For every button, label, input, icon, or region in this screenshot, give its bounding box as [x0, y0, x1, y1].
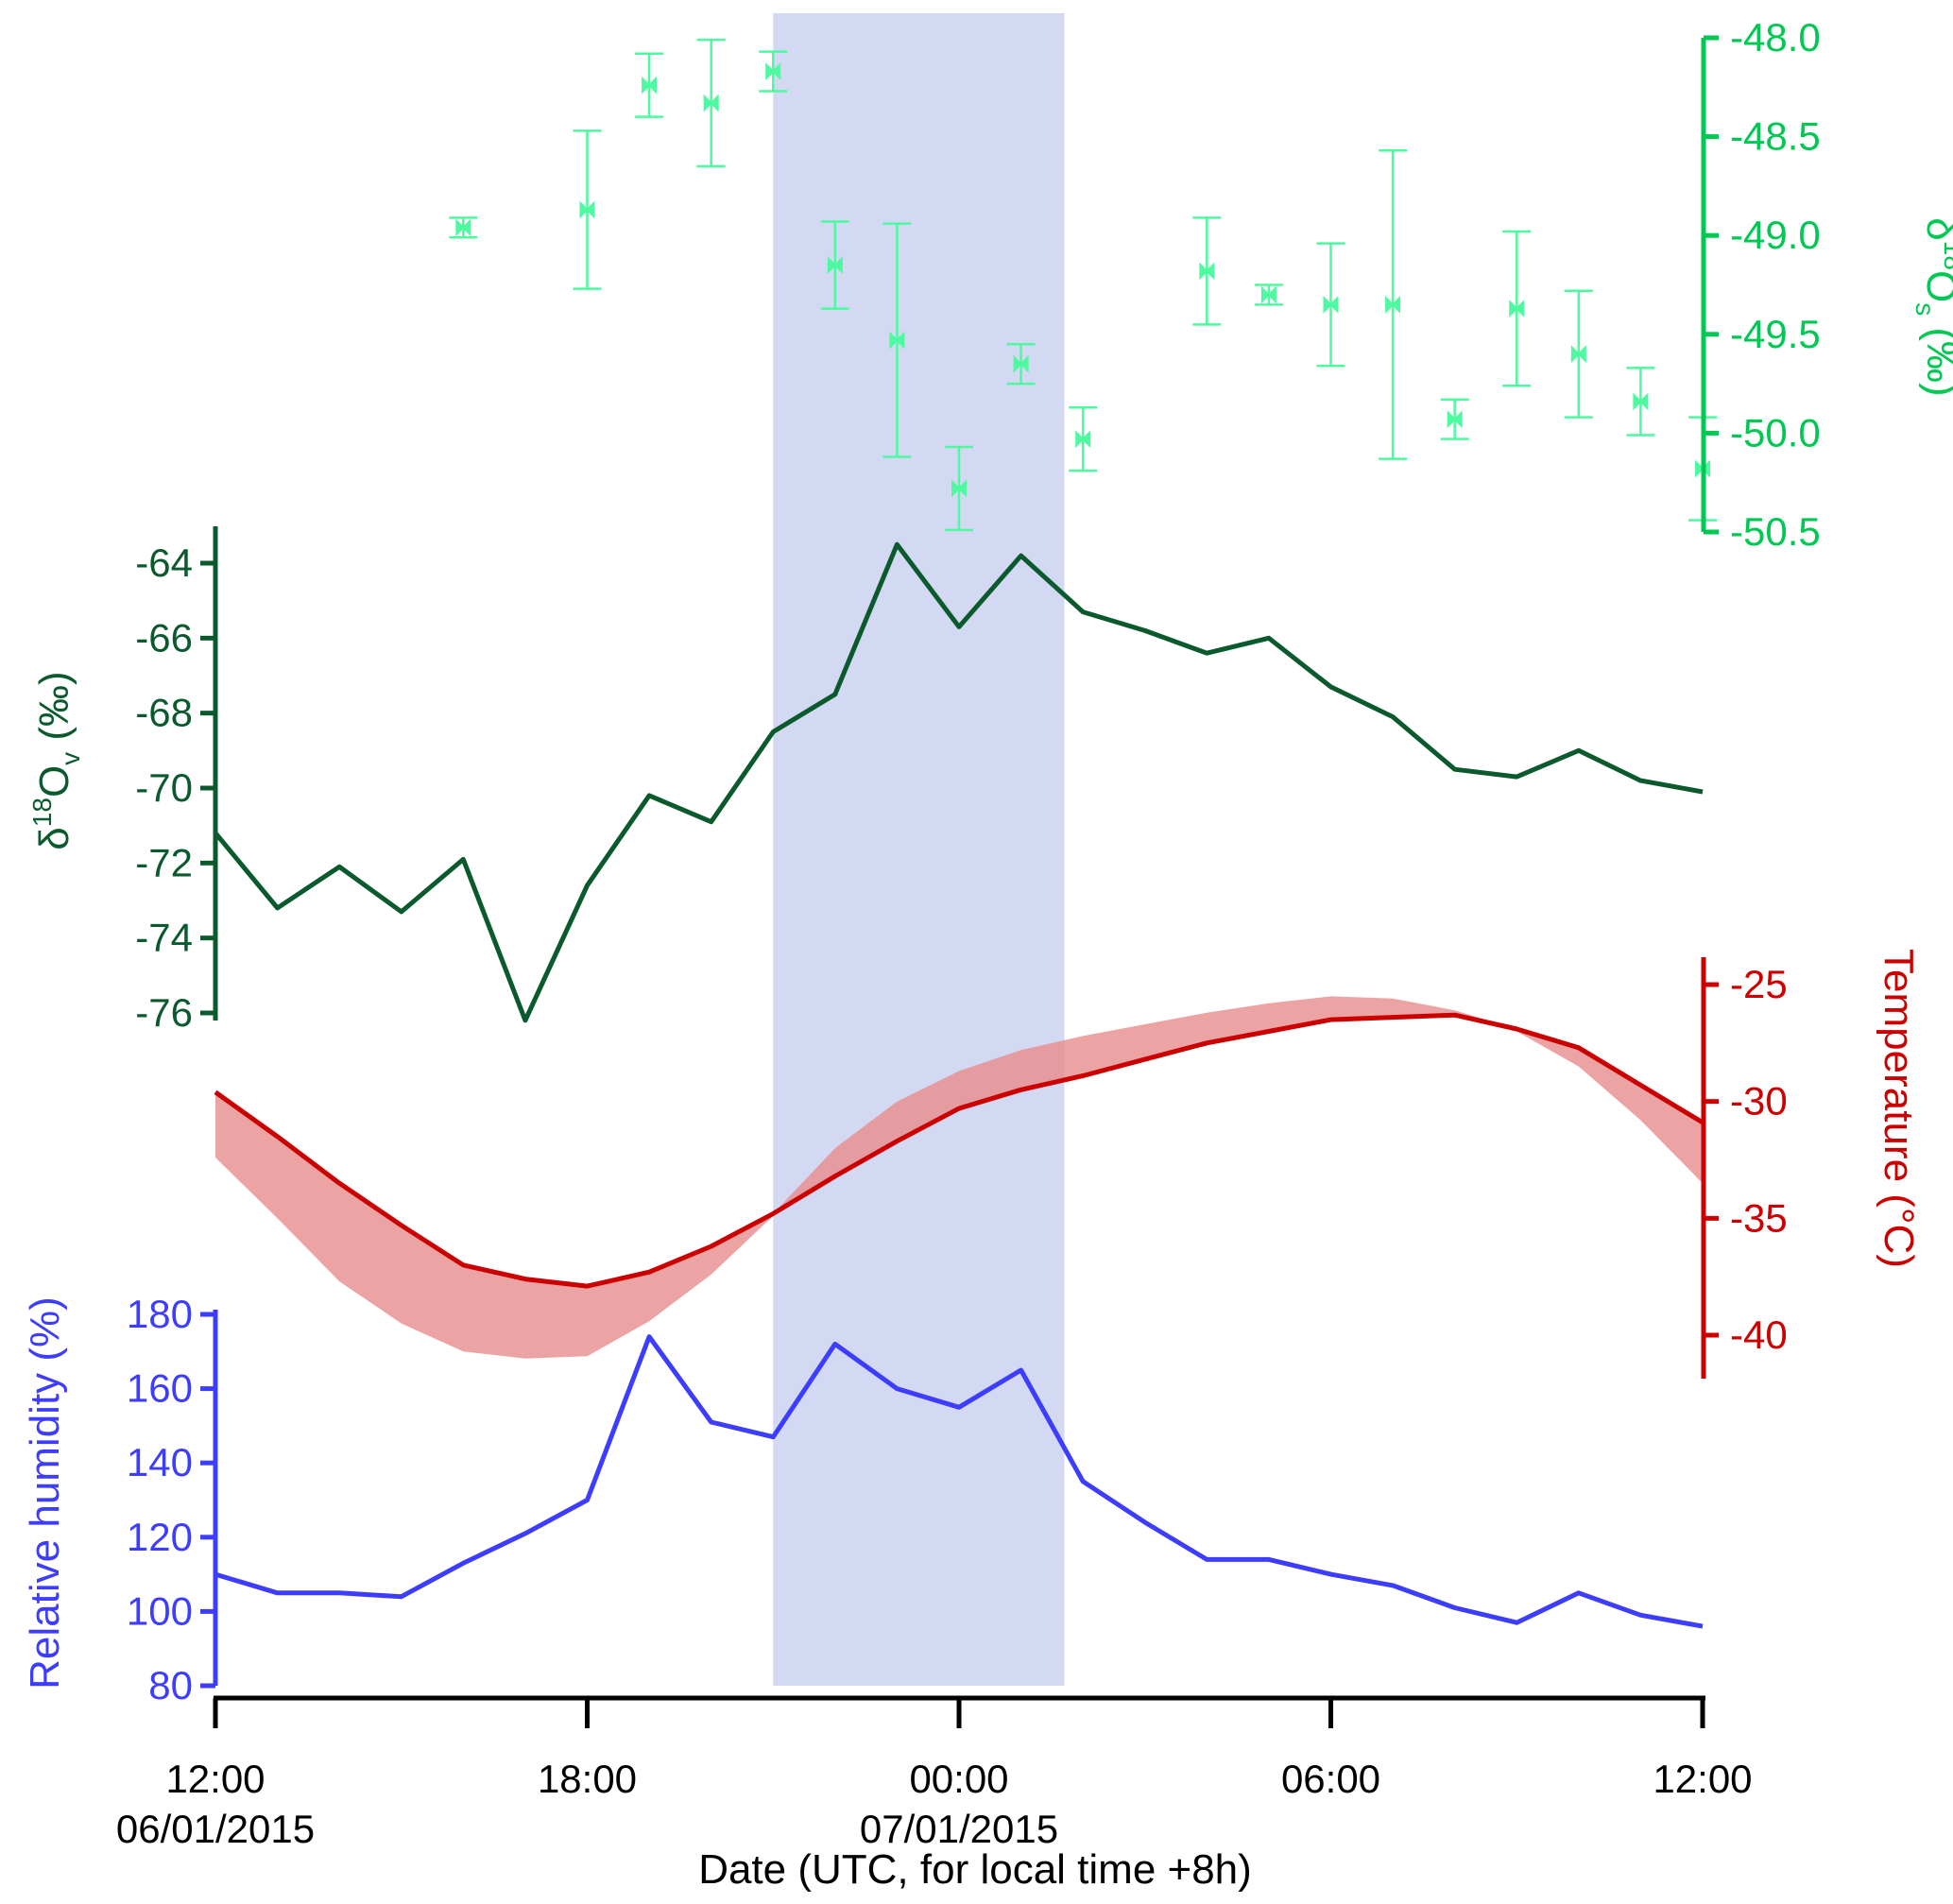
snow-point [1633, 392, 1649, 411]
x-tick-date-label: 07/01/2015 [860, 1807, 1058, 1851]
vapour-series-line [214, 541, 1704, 1023]
snow-point [1075, 430, 1091, 449]
snow-point [1199, 262, 1215, 281]
snow-point [1323, 296, 1339, 314]
snow-axis-tick-label: -50.5 [1730, 509, 1821, 554]
x-tick-label: 18:00 [538, 1757, 637, 1801]
snow-axis-title: δ18Os (‰) [1910, 217, 1953, 396]
snow-point [1570, 345, 1586, 364]
snow-axis-tick-label: -49.0 [1730, 213, 1821, 257]
snow-points-layer [449, 38, 1717, 532]
snow-point [1013, 354, 1029, 373]
snow-axis-tick-label: -49.5 [1730, 312, 1821, 356]
snow-point [1385, 296, 1401, 314]
vapour-axis-tick-label: -76 [135, 990, 193, 1035]
humidity-axis-tick-label: 180 [127, 1292, 193, 1336]
humidity-axis-tick-label: 80 [148, 1663, 193, 1707]
snow-axis-tick-label: -50.0 [1730, 410, 1821, 455]
humidity-series-line [214, 1334, 1704, 1629]
axes-layer: -48.0 -48.5 -49.0 -49.5 -50.0 -50.5 -64 -66 -68 -… [116, 15, 1821, 1851]
snow-point [642, 76, 658, 94]
snow-point [1260, 285, 1276, 304]
snow-point [1447, 410, 1463, 429]
vapour-axis-tick-label: -74 [135, 916, 193, 960]
temperature-series-line [214, 1012, 1705, 1289]
snow-point [579, 200, 595, 219]
snow-point [703, 94, 719, 112]
shaded-region [773, 13, 1065, 1686]
x-tick-date-label: 06/01/2015 [116, 1807, 315, 1851]
x-tick-label: 12:00 [165, 1757, 265, 1801]
x-tick-label: 06:00 [1281, 1757, 1380, 1801]
x-tick-label: 12:00 [1653, 1757, 1752, 1801]
vapour-axis-tick-label: -68 [135, 691, 193, 735]
humidity-axis-tick-label: 100 [127, 1588, 193, 1633]
x-tick-label: 00:00 [909, 1757, 1008, 1801]
humidity-axis-tick-label: 160 [127, 1366, 193, 1411]
snow-point [455, 218, 471, 237]
snow-point [827, 256, 843, 274]
humidity-axis-title: Relative humidity (%) [22, 1296, 68, 1690]
x-axis-title: Date (UTC, for local time +8h) [698, 1846, 1252, 1893]
vapour-axis-title: δ18Ov (‰) [27, 671, 85, 849]
snow-point [951, 479, 967, 498]
snow-point [1509, 300, 1525, 318]
temperature-axis-title: Temperature (°C) [1876, 949, 1922, 1268]
humidity-axis-tick-label: 120 [127, 1515, 193, 1559]
temperature-axis-tick-label: -40 [1730, 1312, 1788, 1357]
snow-axis-tick-label: -48.0 [1730, 15, 1821, 60]
snow-axis-tick-label: -48.5 [1730, 114, 1821, 159]
series-lines-layer [214, 541, 1705, 1629]
snow-point [765, 62, 781, 80]
vapour-axis-tick-label: -72 [135, 840, 193, 884]
vapour-axis-tick-label: -64 [135, 540, 193, 585]
temperature-axis-tick-label: -25 [1730, 962, 1788, 1006]
temperature-axis-tick-label: -35 [1730, 1195, 1788, 1240]
temperature-axis-tick-label: -30 [1730, 1079, 1788, 1124]
snow-point [889, 331, 905, 350]
vapour-axis-tick-label: -66 [135, 615, 193, 660]
vapour-axis-tick-label: -70 [135, 765, 193, 810]
humidity-axis-tick-label: 140 [127, 1440, 193, 1484]
